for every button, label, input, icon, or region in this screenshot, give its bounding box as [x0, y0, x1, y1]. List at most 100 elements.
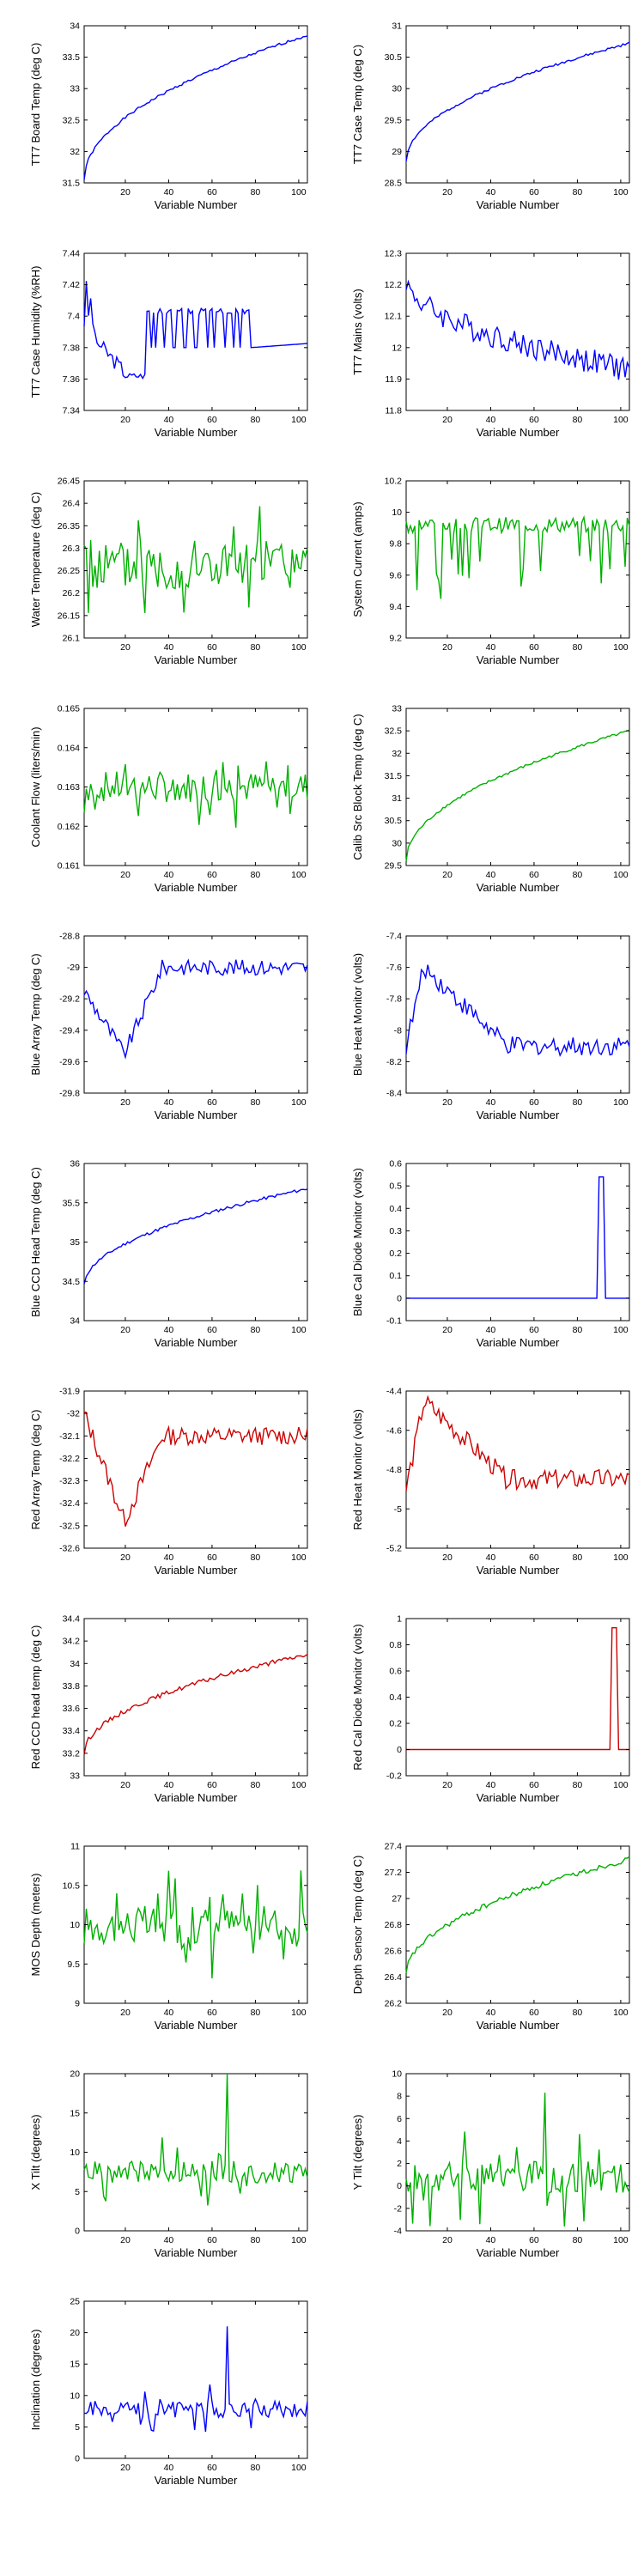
- line-chart: 20 40 60 80 100 26.1 26.15 26.2 26.25 26.3 26.35 26…: [29, 477, 308, 666]
- y-tick-label: 31: [392, 21, 402, 32]
- y-tick-label: 10: [70, 2148, 80, 2158]
- x-tick-label: 60: [207, 642, 217, 653]
- x-tick-label: 20: [120, 1325, 131, 1335]
- chart-panel: 20 40 60 80 100 -8.4 -8.2 -8 -7.8 -7.6 -7.4 Variabl…: [322, 910, 644, 1138]
- y-tick-label: 10: [392, 2069, 402, 2080]
- series-line: [83, 281, 308, 380]
- y-tick-label: 10: [70, 2391, 80, 2401]
- y-tick-label: 9.5: [67, 1959, 80, 1970]
- series-line: [83, 1411, 308, 1527]
- plot-area: [83, 25, 308, 184]
- y-tick-label: 0: [397, 1745, 402, 1755]
- y-tick-label: -29: [67, 963, 80, 973]
- series-line: [406, 1176, 629, 1299]
- line-chart: 20 40 60 80 100 29.5 30 30.5 31 31.5 32 32.5 33 Varia…: [351, 704, 630, 894]
- plot-area: [405, 2073, 630, 2232]
- y-tick-label: -4.4: [386, 1387, 402, 1397]
- x-tick-label: 100: [613, 187, 629, 197]
- y-tick-label: -29.8: [59, 1089, 80, 1099]
- x-tick-label: 40: [164, 415, 174, 425]
- x-tick-label: 100: [613, 2008, 629, 2018]
- y-tick-label: 30: [392, 838, 402, 848]
- x-axis-label: Variable Number: [477, 2246, 560, 2259]
- y-tick-label: 35: [70, 1237, 80, 1248]
- y-axis-label: TT7 Case Humidity (%RH): [29, 266, 42, 398]
- x-tick-label: 40: [164, 2008, 174, 2018]
- y-tick-label: 30.5: [385, 52, 403, 63]
- chart-panel: 20 40 60 80 100 -5.2 -5 -4.8 -4.6 -4.4 Variable Nu…: [322, 1365, 644, 1593]
- y-tick-label: 10.5: [63, 1880, 81, 1891]
- x-tick-label: 60: [207, 870, 217, 880]
- y-tick-label: 33.4: [63, 1726, 81, 1736]
- y-axis-label: Red Cal Diode Monitor (volts): [351, 1624, 364, 1771]
- y-tick-label: 29: [392, 147, 402, 157]
- y-tick-label: 0.162: [58, 822, 80, 832]
- y-tick-label: 7.42: [63, 280, 81, 290]
- y-axis-label: Blue CCD Head Temp (deg C): [29, 1167, 42, 1317]
- x-tick-label: 60: [529, 2235, 539, 2245]
- y-tick-label: 5: [75, 2422, 80, 2433]
- y-axis-label: Red Array Temp (deg C): [29, 1410, 42, 1530]
- chart-panel: 20 40 60 80 100 0.161 0.162 0.163 0.164 0.165 Vari…: [0, 683, 322, 910]
- x-tick-label: 80: [573, 187, 583, 197]
- series-line: [405, 964, 630, 1057]
- y-tick-label: -32: [67, 1409, 80, 1419]
- y-tick-label: -31.9: [59, 1387, 80, 1397]
- y-tick-label: 6: [397, 2114, 402, 2124]
- x-tick-label: 100: [291, 1780, 307, 1790]
- y-tick-label: 33.2: [63, 1748, 81, 1759]
- y-tick-label: 20: [70, 2328, 80, 2338]
- y-tick-label: 15: [70, 2360, 80, 2370]
- x-tick-label: 100: [291, 2008, 307, 2018]
- y-tick-label: 34.2: [63, 1637, 81, 1647]
- x-tick-label: 60: [207, 2235, 217, 2245]
- line-chart: 20 40 60 80 100 33 33.2 33.4 33.6 33.8 34 34.2 34.4 V…: [29, 1614, 308, 1804]
- plot-area: [405, 935, 630, 1094]
- y-axis-label: Water Temperature (deg C): [29, 492, 42, 628]
- y-tick-label: 9: [75, 1999, 80, 2009]
- x-tick-label: 100: [613, 870, 629, 880]
- y-tick-label: 32: [70, 147, 80, 157]
- chart-panel: 20 40 60 80 100 33 33.2 33.4 33.6 33.8 34 34.2 34.4 V…: [0, 1593, 322, 1820]
- line-chart: 20 40 60 80 100 9 9.5 10 10.5 11 Variable Number MO…: [29, 1842, 308, 2032]
- x-axis-label: Variable Number: [155, 426, 238, 439]
- y-axis-label: Depth Sensor Temp (deg C): [351, 1856, 364, 1995]
- y-tick-label: 0.2: [389, 1719, 402, 1729]
- y-axis-label: TT7 Board Temp (deg C): [29, 43, 42, 167]
- y-axis-label: X Tilt (degrees): [29, 2114, 42, 2190]
- x-tick-label: 40: [486, 2235, 496, 2245]
- y-tick-label: 0.6: [389, 1667, 402, 1677]
- x-tick-label: 20: [442, 2008, 453, 2018]
- x-tick-label: 80: [251, 2235, 261, 2245]
- series-line: [83, 1188, 308, 1285]
- chart-panel: 20 40 60 80 100 0 5 10 15 20 Variable Number X Tilt…: [0, 2048, 322, 2275]
- x-tick-label: 80: [573, 642, 583, 653]
- x-tick-label: 40: [164, 187, 174, 197]
- x-axis-label: Variable Number: [477, 1791, 560, 1804]
- y-tick-label: -32.4: [59, 1498, 80, 1509]
- x-tick-label: 20: [120, 642, 131, 653]
- series-line: [83, 958, 308, 1060]
- x-tick-label: 100: [613, 1325, 629, 1335]
- chart-panel: 20 40 60 80 100 -29.8 -29.6 -29.4 -29.2 -29 -28.8 V…: [0, 910, 322, 1138]
- series-line: [405, 41, 630, 161]
- line-chart: 20 40 60 80 100 31.5 32 32.5 33 33.5 34 Variable Nu…: [29, 21, 308, 211]
- y-tick-label: 0.161: [58, 861, 80, 872]
- plot-area: [405, 480, 630, 639]
- y-tick-label: 2: [397, 2159, 402, 2169]
- chart-panel: 20 40 60 80 100 26.2 26.4 26.6 26.8 27 27.2 27.4 Var…: [322, 1820, 644, 2048]
- y-tick-label: 7.4: [67, 312, 80, 322]
- x-axis-label: Variable Number: [477, 653, 560, 666]
- y-axis-label: Blue Array Temp (deg C): [29, 953, 42, 1075]
- y-tick-label: 34.5: [63, 1277, 81, 1287]
- x-tick-label: 60: [207, 1780, 217, 1790]
- y-tick-label: 26.15: [58, 611, 80, 621]
- y-tick-label: 33.6: [63, 1704, 81, 1714]
- y-tick-label: 30.5: [385, 816, 403, 826]
- y-tick-label: 26.45: [58, 477, 80, 487]
- x-tick-label: 60: [529, 415, 539, 425]
- y-tick-label: 0: [397, 2181, 402, 2191]
- line-chart: 20 40 60 80 100 0 5 10 15 20 Variable Number X Tilt…: [29, 2069, 308, 2259]
- plot-area: [83, 1163, 308, 1321]
